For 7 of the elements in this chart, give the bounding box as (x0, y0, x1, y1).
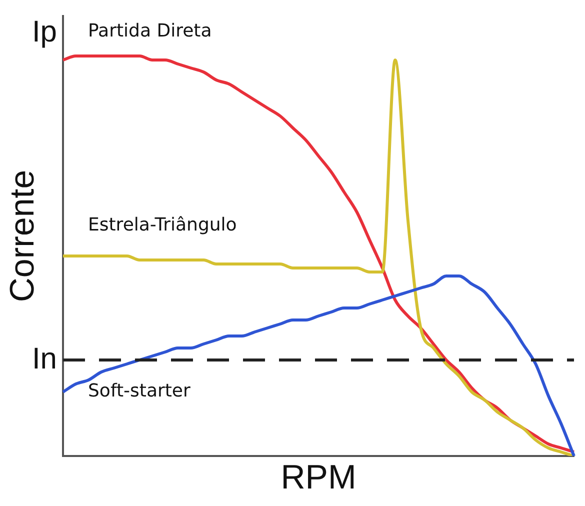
y-axis-title: Corrente (3, 170, 42, 302)
series-label: Estrela-Triângulo (88, 214, 237, 236)
ref-line-label: In (32, 342, 57, 376)
series-label: Partida Direta (88, 20, 212, 42)
series-label: Soft-starter (88, 380, 192, 402)
text: Ip (32, 15, 57, 48)
x-axis-title: RPM (280, 458, 356, 496)
